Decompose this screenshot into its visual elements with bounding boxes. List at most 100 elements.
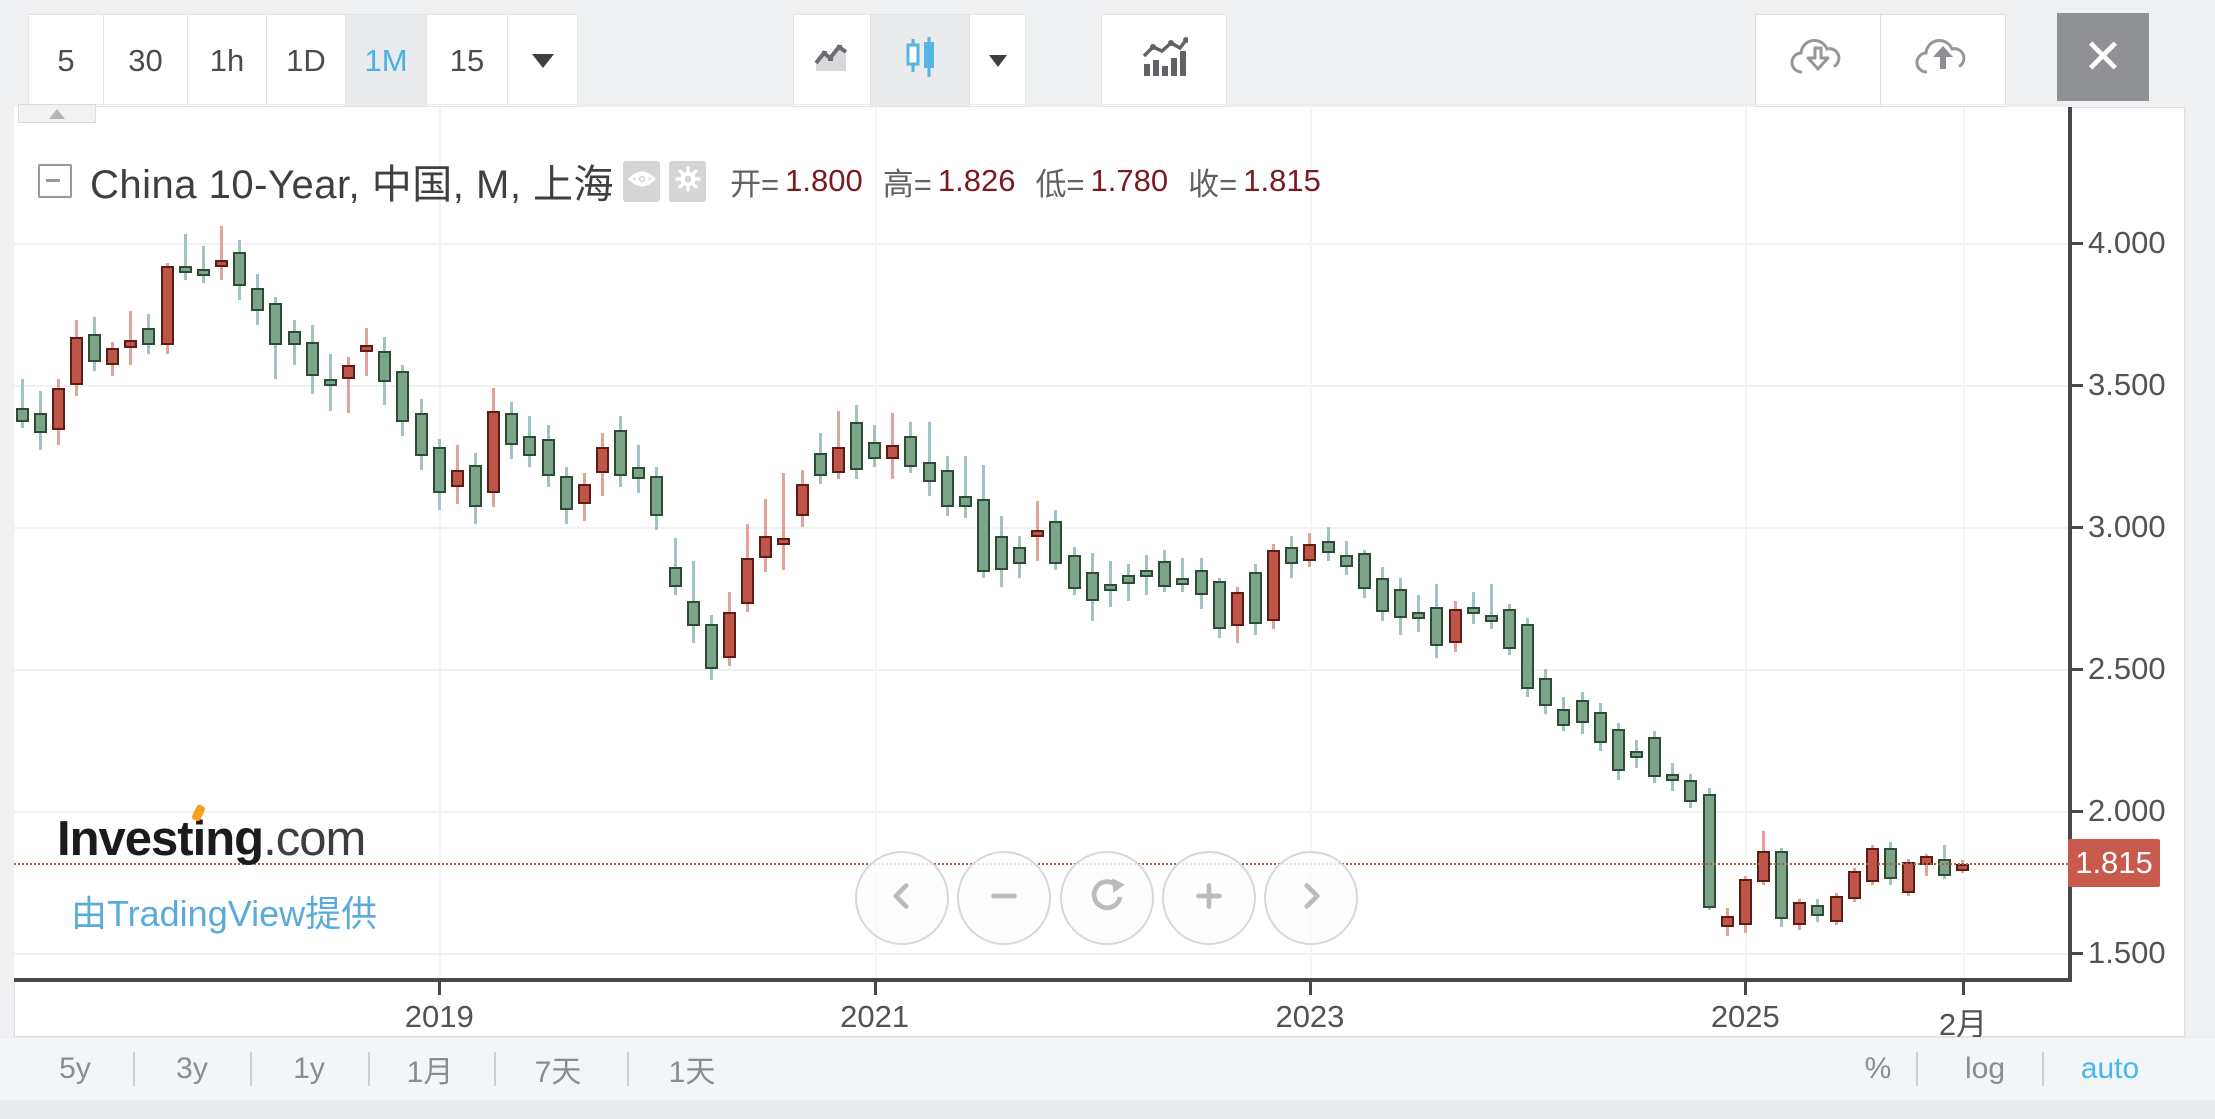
candle-body[interactable]: [577, 484, 591, 505]
interval-button-1M[interactable]: 1M: [345, 14, 427, 107]
save-layout-button[interactable]: [1880, 14, 2006, 107]
candle-body[interactable]: [1575, 700, 1589, 723]
candle-body[interactable]: [704, 623, 718, 669]
candle-body[interactable]: [1013, 546, 1027, 564]
candle-body[interactable]: [124, 339, 138, 349]
candle-body[interactable]: [1122, 575, 1136, 584]
candle-body[interactable]: [1702, 793, 1716, 908]
scale-toggle-log[interactable]: log: [1964, 1052, 2006, 1085]
candle-body[interactable]: [668, 566, 682, 587]
candle-body[interactable]: [1521, 623, 1535, 689]
interval-button-5[interactable]: 5: [28, 14, 104, 107]
candle-body[interactable]: [450, 470, 464, 488]
time-axis-line[interactable]: [14, 978, 2072, 982]
candle-body[interactable]: [922, 461, 936, 482]
collapse-legend-icon[interactable]: [38, 164, 72, 198]
candle-body[interactable]: [1339, 555, 1353, 567]
candle-body[interactable]: [69, 336, 83, 385]
range-button-7天[interactable]: 7天: [534, 1056, 582, 1089]
candle-body[interactable]: [269, 302, 283, 346]
candle-body[interactable]: [1194, 569, 1208, 596]
candle-body[interactable]: [1067, 555, 1081, 590]
candle-body[interactable]: [1593, 711, 1607, 743]
candle-body[interactable]: [487, 410, 501, 493]
zoom-in-button[interactable]: [1162, 851, 1256, 945]
candle-body[interactable]: [342, 365, 356, 380]
candle-body[interactable]: [1720, 916, 1734, 928]
candle-body[interactable]: [1430, 606, 1444, 647]
candle-body[interactable]: [305, 342, 319, 377]
candlestick-chart-type-button[interactable]: [870, 14, 970, 107]
candle-body[interactable]: [886, 444, 900, 459]
candle-body[interactable]: [741, 558, 755, 604]
candle-body[interactable]: [1956, 863, 1970, 871]
interval-button-30[interactable]: 30: [103, 14, 188, 107]
candle-body[interactable]: [1376, 578, 1389, 613]
candle-body[interactable]: [396, 370, 410, 422]
candle-body[interactable]: [1847, 870, 1861, 900]
candle-body[interactable]: [414, 413, 428, 456]
candle-body[interactable]: [196, 268, 210, 276]
candle-body[interactable]: [1811, 904, 1825, 917]
candle-body[interactable]: [1557, 708, 1571, 726]
candle-body[interactable]: [595, 447, 609, 474]
candle-body[interactable]: [686, 600, 700, 627]
close-button[interactable]: ✕: [2057, 13, 2149, 101]
candle-body[interactable]: [523, 436, 537, 456]
range-button-1月[interactable]: 1月: [406, 1056, 454, 1089]
candle-body[interactable]: [233, 251, 247, 286]
range-button-1y[interactable]: 1y: [293, 1052, 325, 1085]
candle-body[interactable]: [1756, 850, 1770, 882]
candle-body[interactable]: [1648, 737, 1662, 777]
scrollbar-fragment[interactable]: [18, 104, 96, 123]
candle-body[interactable]: [1176, 578, 1190, 586]
candle-body[interactable]: [1775, 850, 1789, 919]
candle-body[interactable]: [940, 470, 954, 508]
candle-body[interactable]: [1793, 901, 1807, 925]
candle-body[interactable]: [160, 265, 174, 346]
candle-body[interactable]: [1539, 677, 1553, 706]
candle-body[interactable]: [1031, 529, 1045, 537]
nav-forward-button[interactable]: [1264, 851, 1358, 945]
candle-body[interactable]: [831, 447, 845, 474]
nav-back-button[interactable]: [855, 851, 949, 945]
candle-body[interactable]: [469, 464, 482, 508]
candle-body[interactable]: [1394, 589, 1408, 618]
line-chart-type-button[interactable]: [793, 14, 871, 107]
range-button-1天[interactable]: 1天: [668, 1056, 716, 1089]
candle-body[interactable]: [432, 447, 446, 493]
candle-body[interactable]: [759, 535, 773, 559]
indicators-button[interactable]: [1101, 14, 1227, 107]
candle-body[interactable]: [15, 407, 29, 422]
candle-body[interactable]: [1085, 572, 1099, 601]
candle-body[interactable]: [1902, 862, 1916, 894]
price-axis-line[interactable]: [2068, 107, 2072, 982]
candle-body[interactable]: [632, 467, 646, 479]
interval-dropdown-button[interactable]: [507, 14, 578, 107]
candle-body[interactable]: [1267, 549, 1281, 621]
candle-body[interactable]: [813, 453, 827, 476]
candle-body[interactable]: [1230, 592, 1244, 627]
candle-body[interactable]: [650, 475, 664, 516]
candle-body[interactable]: [1412, 612, 1426, 620]
candle-body[interactable]: [1212, 580, 1226, 630]
candle-body[interactable]: [1103, 583, 1117, 591]
scale-toggle-auto[interactable]: auto: [2080, 1052, 2140, 1085]
candle-body[interactable]: [1484, 615, 1498, 623]
candle-body[interactable]: [795, 484, 809, 516]
candle-body[interactable]: [178, 265, 192, 273]
candle-body[interactable]: [505, 413, 519, 445]
range-button-3y[interactable]: 3y: [176, 1052, 208, 1085]
candle-body[interactable]: [1357, 552, 1371, 590]
candle-body[interactable]: [1611, 728, 1625, 772]
candle-body[interactable]: [1158, 561, 1172, 587]
candle-body[interactable]: [1466, 606, 1480, 614]
candle-body[interactable]: [1738, 879, 1752, 925]
candle-body[interactable]: [722, 612, 736, 658]
candle-body[interactable]: [541, 438, 555, 476]
toggle-visibility-button[interactable]: [623, 160, 661, 202]
candle-body[interactable]: [976, 498, 990, 573]
candle-body[interactable]: [106, 348, 120, 366]
candle-body[interactable]: [142, 328, 156, 346]
candle-body[interactable]: [614, 430, 628, 476]
